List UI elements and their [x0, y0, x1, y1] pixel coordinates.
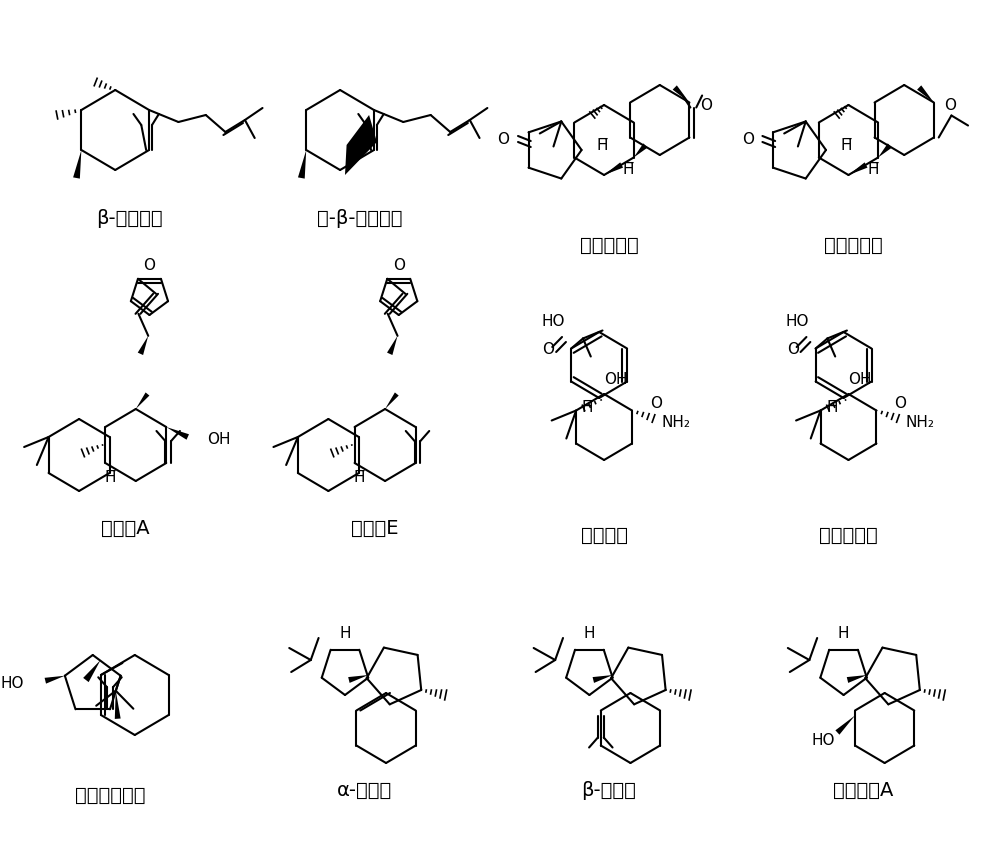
Text: H̅: H̅	[623, 163, 634, 177]
Text: H̅: H̅	[841, 137, 852, 153]
Polygon shape	[835, 716, 855, 734]
Polygon shape	[115, 691, 121, 719]
Text: OH: OH	[207, 432, 231, 447]
Text: H̅: H̅	[867, 163, 879, 177]
Polygon shape	[73, 150, 81, 179]
Text: H̅: H̅	[354, 470, 365, 484]
Polygon shape	[848, 162, 867, 175]
Polygon shape	[83, 660, 101, 682]
Polygon shape	[917, 86, 934, 103]
Text: O: O	[497, 132, 509, 148]
Text: 蔓葦香烷酮: 蔓葦香烷酮	[824, 236, 883, 254]
Text: 姜花素E: 姜花素E	[351, 518, 398, 538]
Text: OH: OH	[604, 372, 628, 388]
Text: 蔓葦香烯酮: 蔓葦香烯酮	[580, 236, 638, 254]
Text: 人参董醇A: 人参董醇A	[833, 780, 893, 800]
Text: O: O	[143, 258, 155, 272]
Polygon shape	[878, 143, 892, 158]
Polygon shape	[348, 675, 368, 683]
Text: NH₂: NH₂	[661, 415, 690, 430]
Polygon shape	[593, 675, 613, 683]
Text: OH: OH	[848, 372, 872, 388]
Polygon shape	[298, 150, 306, 179]
Polygon shape	[604, 162, 623, 175]
Text: O: O	[542, 343, 554, 358]
Text: H: H	[838, 626, 849, 640]
Polygon shape	[45, 676, 65, 683]
Text: 玫瑞螺环烯醇: 玫瑞螺环烯醇	[75, 785, 146, 805]
Text: O: O	[894, 395, 906, 410]
Text: H: H	[339, 626, 351, 640]
Text: NH₂: NH₂	[906, 415, 935, 430]
Polygon shape	[166, 427, 189, 440]
Text: H̅: H̅	[826, 399, 838, 415]
Text: O: O	[650, 395, 662, 410]
Polygon shape	[385, 393, 399, 409]
Text: HO: HO	[786, 315, 809, 330]
Text: H̅: H̅	[596, 137, 608, 153]
Text: O: O	[944, 98, 956, 113]
Polygon shape	[634, 143, 647, 158]
Text: H: H	[584, 626, 595, 640]
Text: HO: HO	[541, 315, 565, 330]
Text: H̅: H̅	[105, 470, 116, 484]
Text: 姜花素A: 姜花素A	[101, 518, 149, 538]
Text: O: O	[393, 258, 405, 272]
Text: HO: HO	[0, 676, 24, 691]
Text: 迷辭香胺: 迷辭香胺	[581, 526, 628, 544]
Text: 异迷辭香胺: 异迷辭香胺	[819, 526, 878, 544]
Text: HO: HO	[812, 733, 835, 748]
Text: O: O	[700, 98, 712, 113]
Text: 表-β-檀香董烯: 表-β-檀香董烯	[317, 209, 402, 227]
Text: H̅: H̅	[582, 399, 593, 415]
Polygon shape	[138, 336, 148, 355]
Text: β-檀香董烯: β-檀香董烯	[97, 209, 163, 227]
Polygon shape	[847, 675, 867, 683]
Polygon shape	[136, 393, 149, 409]
Polygon shape	[673, 86, 689, 103]
Text: O: O	[742, 132, 754, 148]
Text: α-人参烯: α-人参烯	[337, 780, 392, 800]
Text: β-人参烯: β-人参烯	[582, 780, 636, 800]
Polygon shape	[345, 115, 377, 175]
Polygon shape	[387, 336, 398, 355]
Text: O: O	[787, 343, 799, 358]
